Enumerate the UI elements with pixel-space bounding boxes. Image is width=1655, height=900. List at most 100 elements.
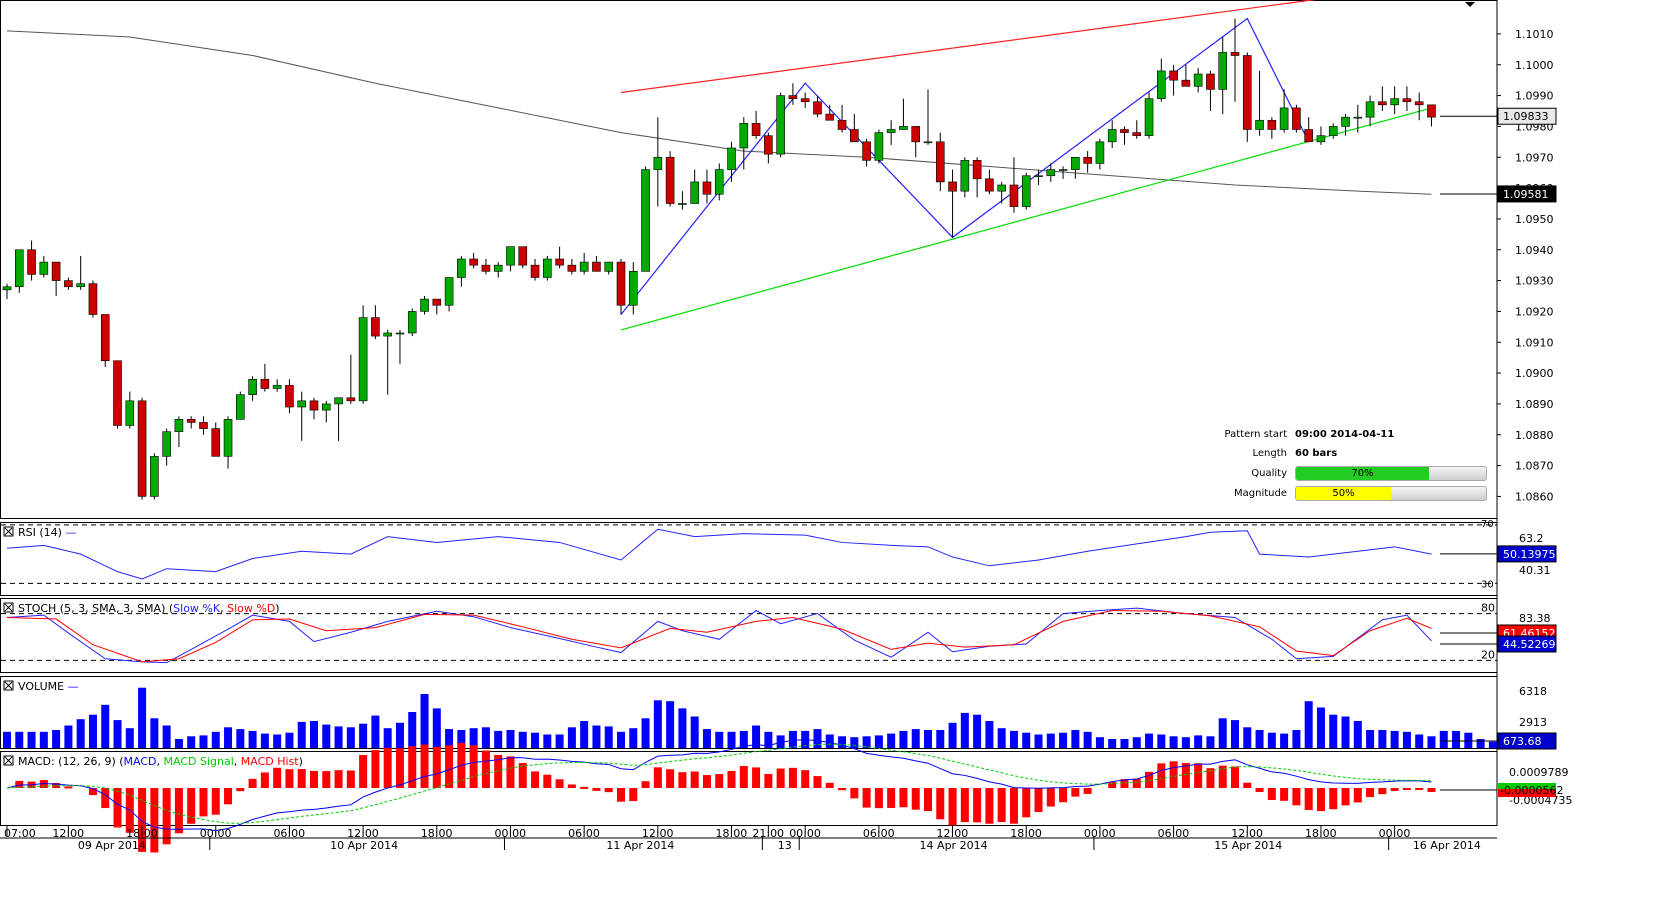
stoch-level-label: 20 xyxy=(1481,648,1495,661)
volume-bar xyxy=(273,734,282,748)
candle-body xyxy=(1193,73,1203,87)
time-tick-label: 18:00 xyxy=(1010,827,1042,840)
pattern-info-box: Pattern start 09:00 2014-04-11 Length 60… xyxy=(1180,426,1490,504)
macd-hist-bar xyxy=(1366,788,1375,798)
macd-hist-bar xyxy=(1341,788,1350,806)
volume-current-box xyxy=(1497,732,1557,750)
macd-hist-bar xyxy=(371,750,380,788)
candle-body xyxy=(1328,126,1338,136)
volume-bar xyxy=(567,727,576,748)
pattern-start-value: 09:00 2014-04-11 xyxy=(1295,429,1395,440)
time-tick-label: 12:00 xyxy=(347,827,379,840)
stoch-axis-label: 83.38 xyxy=(1519,612,1551,625)
candle-body xyxy=(321,403,331,411)
price-tick-label: 1.0940 xyxy=(1515,244,1554,257)
candle-body xyxy=(874,132,884,161)
date-label: 13 xyxy=(778,839,792,852)
macd-hist-bar xyxy=(1046,788,1055,807)
macd-hist-bar xyxy=(911,788,920,810)
stoch-k-box xyxy=(1497,635,1557,653)
volume-bar xyxy=(494,730,503,748)
candle-body xyxy=(358,317,368,402)
macd-hist-bar xyxy=(567,784,576,788)
candle-body xyxy=(727,147,736,170)
candle-body xyxy=(88,283,98,315)
rsi-axis-label: 63.2 xyxy=(1519,532,1544,545)
price-tick-label: 1.0910 xyxy=(1515,336,1554,349)
candle-body xyxy=(800,98,810,103)
macd-hist-bar xyxy=(776,768,785,788)
candle-body xyxy=(604,261,614,272)
stoch-level-label: 80 xyxy=(1481,602,1495,615)
volume-bar xyxy=(1292,730,1301,748)
macd-hist-bar xyxy=(899,788,908,808)
volume-bar xyxy=(395,722,404,748)
volume-bar xyxy=(359,723,368,748)
candle-body xyxy=(174,419,184,432)
macd-close-icon-cross xyxy=(4,756,13,765)
volume-bar xyxy=(224,727,233,748)
volume-bar xyxy=(162,725,171,748)
macd-hist-bar xyxy=(702,775,711,788)
volume-bar xyxy=(113,720,122,748)
candle-body xyxy=(678,203,687,205)
macd-hist-bar xyxy=(506,756,515,788)
candle-body xyxy=(272,385,282,389)
macd-hist-bar xyxy=(555,779,564,788)
time-tick-label: 21:00 xyxy=(752,827,784,840)
volume-bar xyxy=(1034,734,1043,748)
volume-current-label: 673.68 xyxy=(1503,735,1542,748)
volume-bar xyxy=(1280,733,1289,748)
macd-hist-bar xyxy=(199,788,208,817)
candle-body xyxy=(444,277,454,306)
macd-hist-bar xyxy=(1132,778,1141,788)
macd-hist-bar xyxy=(1353,788,1362,803)
macd-hist-bar xyxy=(310,770,318,788)
macd-current-label: -0.0000562 xyxy=(1500,784,1563,797)
rsi-title: RSI (14) — xyxy=(18,526,76,539)
candle-body xyxy=(1046,169,1056,177)
macd-hist-bar xyxy=(1231,766,1239,788)
candle-body xyxy=(1365,101,1375,118)
macd-hist-bar xyxy=(788,767,797,788)
volume-bar xyxy=(580,721,589,748)
volume-axis-label: 2913 xyxy=(1519,716,1547,729)
macd-hist-bar xyxy=(383,747,392,788)
date-label: 09 Apr 2014 xyxy=(78,839,146,852)
candle-body xyxy=(14,249,24,288)
macd-hist-bar xyxy=(1329,788,1338,810)
candle-body xyxy=(395,332,405,335)
ma-value-label: 1.09581 xyxy=(1503,188,1549,201)
candle-body xyxy=(555,258,564,266)
volume-bar xyxy=(543,734,552,748)
candle-body xyxy=(641,169,650,272)
volume-bar xyxy=(1452,730,1461,748)
volume-bar xyxy=(1181,737,1190,748)
time-tick-label: 18:00 xyxy=(716,827,748,840)
macd-hist-bar xyxy=(862,788,871,808)
volume-bar xyxy=(702,729,711,748)
volume-bar xyxy=(1083,731,1092,748)
rsi-level-label: 30 xyxy=(1481,579,1494,590)
volume-bar xyxy=(1415,734,1424,748)
candle-body xyxy=(837,119,847,130)
volume-bar xyxy=(1255,730,1264,748)
candle-body xyxy=(1414,101,1424,106)
time-tick-label: 18:00 xyxy=(1305,827,1337,840)
macd-hist-bar xyxy=(1243,782,1252,788)
candle-body xyxy=(886,129,896,133)
macd-hist-bar xyxy=(580,786,589,789)
price-tick-label: 1.0950 xyxy=(1515,213,1554,226)
macd-hist-bar xyxy=(629,788,638,802)
macd-hist-bar xyxy=(653,767,662,788)
macd-hist-bar xyxy=(1292,788,1301,806)
candle-body xyxy=(407,311,417,334)
candle-body xyxy=(383,332,392,337)
candle-body xyxy=(481,264,491,272)
volume-bar xyxy=(776,735,785,748)
macd-hist-bar xyxy=(531,771,540,788)
candle-body xyxy=(309,400,319,411)
candle-body xyxy=(985,178,994,192)
rsi-level-label: 70 xyxy=(1481,519,1494,530)
candle-body xyxy=(113,360,122,426)
